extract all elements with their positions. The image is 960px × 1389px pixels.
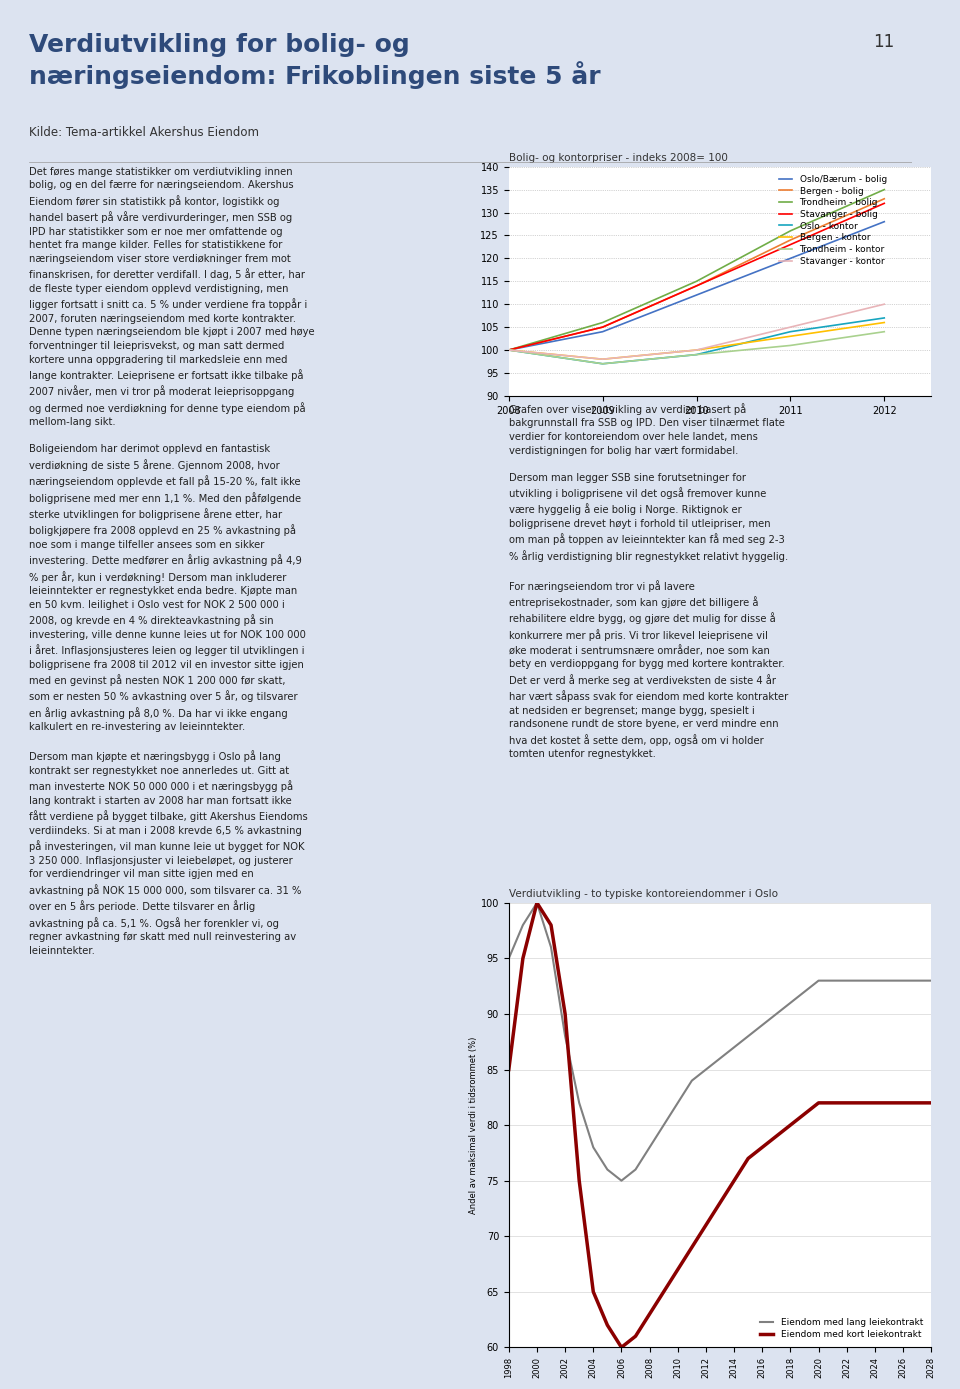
Text: Verdiutvikling - to typiske kontoreiendommer i Oslo: Verdiutvikling - to typiske kontoreiendo… xyxy=(509,889,778,899)
Text: Verdiutvikling for bolig- og
næringseiendom: Frikoblingen siste 5 år: Verdiutvikling for bolig- og næringseien… xyxy=(29,32,600,89)
Text: Kilde: Tema-artikkel Akershus Eiendom: Kilde: Tema-artikkel Akershus Eiendom xyxy=(29,126,259,139)
Legend: Eiendom med lang leiekontrakt, Eiendom med kort leiekontrakt: Eiendom med lang leiekontrakt, Eiendom m… xyxy=(756,1315,926,1343)
Y-axis label: Andel av maksimal verdi i tidsrommet (%): Andel av maksimal verdi i tidsrommet (%) xyxy=(468,1036,478,1214)
Text: 11: 11 xyxy=(873,32,895,50)
Text: Det føres mange statistikker om verdiutvikling innen
bolig, og en del færre for : Det føres mange statistikker om verdiutv… xyxy=(29,167,315,956)
Legend: Oslo/Bærum - bolig, Bergen - bolig, Trondheim - bolig, Stavanger - bolig, Oslo -: Oslo/Bærum - bolig, Bergen - bolig, Tron… xyxy=(776,171,891,269)
Text: Grafen over viser utvikling av verdier basert på
bakgrunnstall fra SSB og IPD. D: Grafen over viser utvikling av verdier b… xyxy=(509,403,788,760)
Text: Bolig- og kontorpriser - indeks 2008= 100: Bolig- og kontorpriser - indeks 2008= 10… xyxy=(509,153,728,163)
